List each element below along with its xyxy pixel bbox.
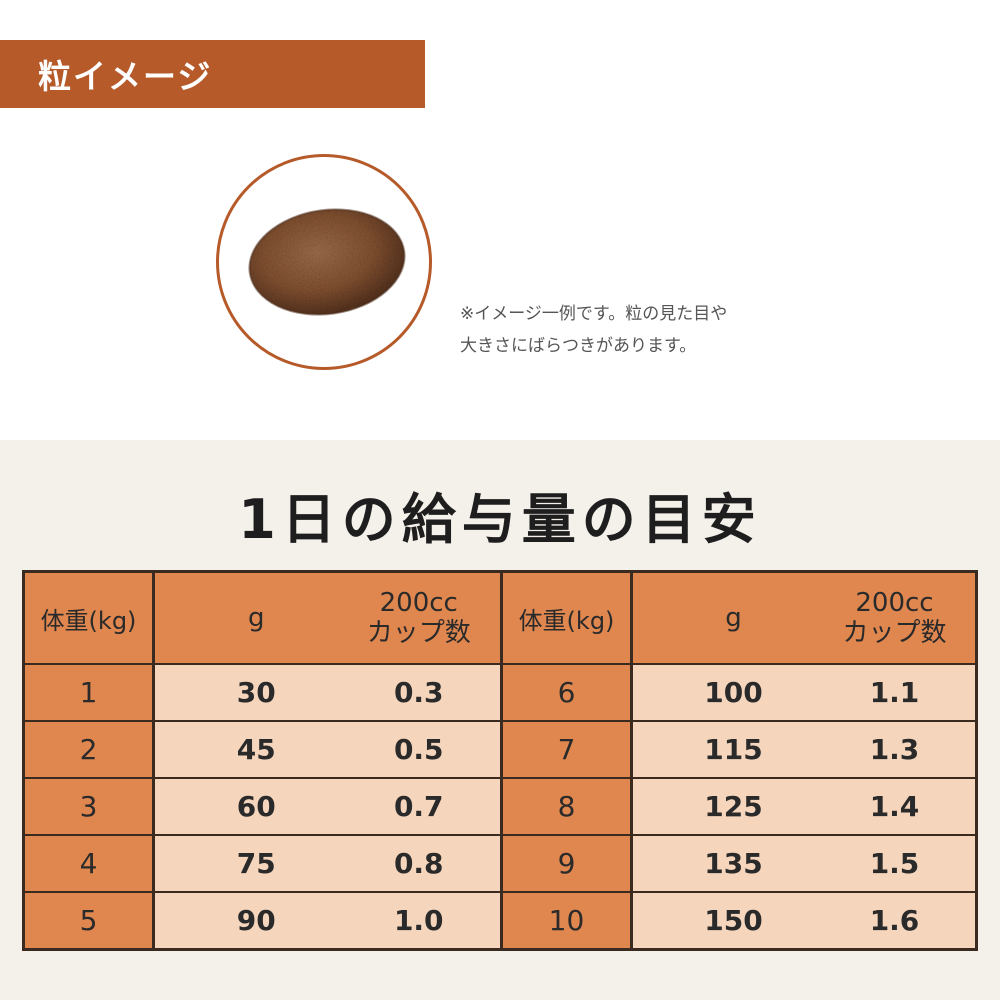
cell-grams: 150 xyxy=(704,904,763,937)
cell-grams: 100 xyxy=(704,676,763,709)
cell-grams: 30 xyxy=(236,676,276,709)
feeding-table: 体重(kg) g 200cc カップ数 1 30 0.3 2 45 0.5 3 60 0.7 4 75 0.8… xyxy=(22,570,978,951)
kibble-note: ※イメージ一例です。粒の見た目や 大きさにばらつきがあります。 xyxy=(460,298,880,362)
table-half-right: 体重(kg) g 200cc カップ数 6 100 1.1 7 115 1.3 8 125 1.4 9 13… xyxy=(500,573,975,948)
cell-weight: 1 xyxy=(25,665,155,720)
row-data: 60 0.7 xyxy=(155,779,500,834)
cell-weight: 7 xyxy=(503,722,633,777)
note-line-2: 大きさにばらつきがあります。 xyxy=(460,336,697,356)
row-data: 75 0.8 xyxy=(155,836,500,891)
cell-cups: 0.8 xyxy=(393,847,444,880)
table-row: 1 30 0.3 xyxy=(25,663,500,720)
kibble-image-banner: 粒イメージ xyxy=(0,40,425,108)
cell-grams: 75 xyxy=(236,847,276,880)
cell-weight: 5 xyxy=(25,893,155,948)
header-weight: 体重(kg) xyxy=(25,573,155,663)
cell-grams: 45 xyxy=(236,733,276,766)
table-row: 7 115 1.3 xyxy=(503,720,975,777)
table-header-row: 体重(kg) g 200cc カップ数 xyxy=(25,573,500,663)
cell-grams: 60 xyxy=(236,790,276,823)
row-data: 30 0.3 xyxy=(155,665,500,720)
kibble-photo xyxy=(248,208,406,316)
cell-weight: 9 xyxy=(503,836,633,891)
banner-title: 粒イメージ xyxy=(38,57,213,96)
cell-weight: 8 xyxy=(503,779,633,834)
cell-cups: 0.7 xyxy=(393,790,444,823)
cell-weight: 4 xyxy=(25,836,155,891)
cell-cups: 1.1 xyxy=(869,676,920,709)
table-row: 9 135 1.5 xyxy=(503,834,975,891)
kibble-photo-frame xyxy=(216,154,432,370)
cell-grams: 90 xyxy=(236,904,276,937)
header-grams: g xyxy=(247,603,265,633)
row-data: 100 1.1 xyxy=(633,665,975,720)
row-data: 150 1.6 xyxy=(633,893,975,948)
cell-cups: 1.3 xyxy=(869,733,920,766)
header-data: g 200cc カップ数 xyxy=(633,573,975,663)
note-line-1: ※イメージ一例です。粒の見た目や xyxy=(460,304,728,324)
cell-weight: 10 xyxy=(503,893,633,948)
table-row: 8 125 1.4 xyxy=(503,777,975,834)
cell-cups: 0.5 xyxy=(393,733,444,766)
table-half-left: 体重(kg) g 200cc カップ数 1 30 0.3 2 45 0.5 3 60 0.7 4 75 0.8… xyxy=(25,573,500,948)
row-data: 90 1.0 xyxy=(155,893,500,948)
row-data: 45 0.5 xyxy=(155,722,500,777)
header-cups: 200cc カップ数 xyxy=(366,588,471,648)
cell-weight: 2 xyxy=(25,722,155,777)
cell-cups: 1.6 xyxy=(869,904,920,937)
cell-grams: 125 xyxy=(704,790,763,823)
table-row: 4 75 0.8 xyxy=(25,834,500,891)
table-title: 1日の給与量の目安 xyxy=(238,488,762,551)
table-row: 6 100 1.1 xyxy=(503,663,975,720)
row-data: 135 1.5 xyxy=(633,836,975,891)
table-header-row: 体重(kg) g 200cc カップ数 xyxy=(503,573,975,663)
cell-cups: 1.0 xyxy=(393,904,444,937)
cell-weight: 6 xyxy=(503,665,633,720)
header-grams: g xyxy=(725,603,742,633)
header-cups: 200cc カップ数 xyxy=(842,588,947,648)
cell-weight: 3 xyxy=(25,779,155,834)
header-data: g 200cc カップ数 xyxy=(155,573,500,663)
header-weight: 体重(kg) xyxy=(503,573,633,663)
table-row: 2 45 0.5 xyxy=(25,720,500,777)
table-row: 5 90 1.0 xyxy=(25,891,500,948)
row-data: 125 1.4 xyxy=(633,779,975,834)
row-data: 115 1.3 xyxy=(633,722,975,777)
cell-cups: 1.4 xyxy=(869,790,920,823)
cell-cups: 0.3 xyxy=(393,676,444,709)
cell-cups: 1.5 xyxy=(869,847,920,880)
kibble-section: 粒イメージ ※イメージ一例です。粒の見た目や 大きさに xyxy=(0,0,1000,440)
cell-grams: 115 xyxy=(704,733,763,766)
table-row: 3 60 0.7 xyxy=(25,777,500,834)
table-row: 10 150 1.6 xyxy=(503,891,975,948)
cell-grams: 135 xyxy=(704,847,763,880)
